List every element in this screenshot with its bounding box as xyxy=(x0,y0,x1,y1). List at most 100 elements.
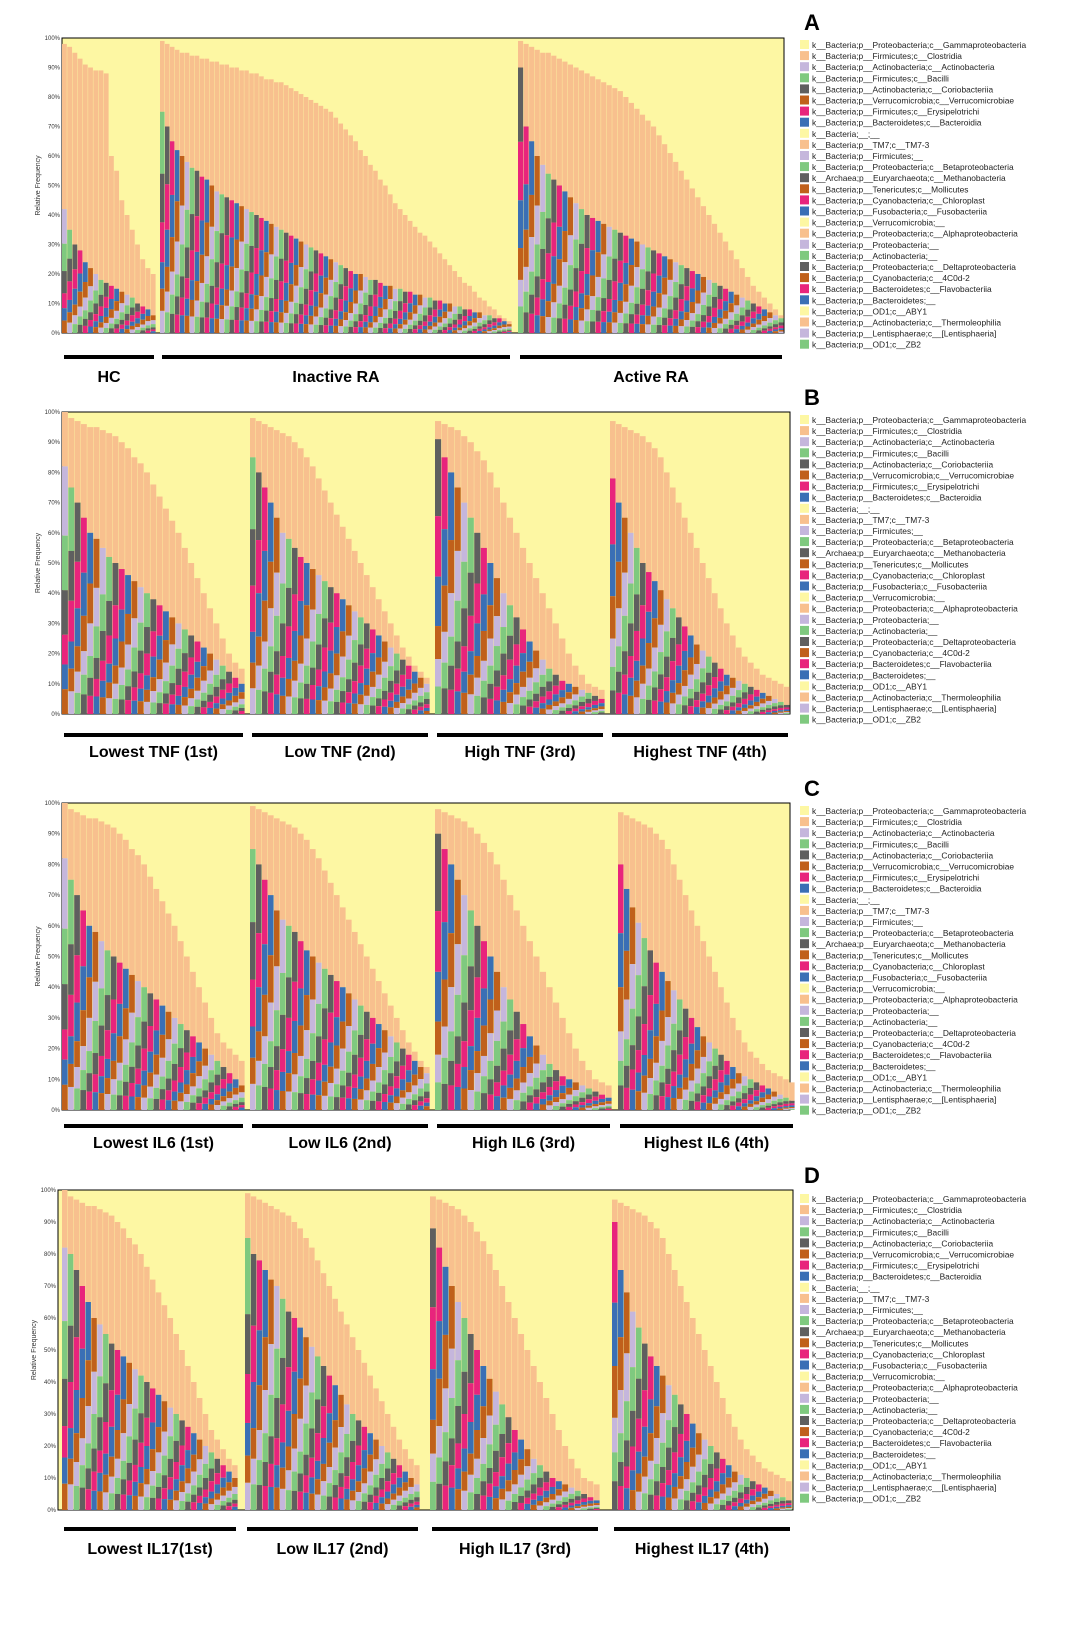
bar-segment xyxy=(474,532,481,584)
bar-segment xyxy=(454,430,461,488)
legend-entry: k__Bacteria;p__Actinobacteria;c__Corioba… xyxy=(812,459,993,469)
bar-segment xyxy=(641,986,648,1025)
bar-segment xyxy=(138,1483,144,1497)
bar-segment xyxy=(523,229,529,267)
bar-segment xyxy=(310,1094,316,1110)
bar-segment xyxy=(772,327,779,330)
bar-segment xyxy=(74,1067,80,1089)
bar-segment xyxy=(396,1465,403,1478)
bar-segment xyxy=(340,631,346,657)
bar-segment xyxy=(123,1064,129,1082)
bar-segment xyxy=(234,268,239,292)
bar-segment xyxy=(393,328,398,333)
bar-segment xyxy=(666,1470,672,1486)
bar-segment xyxy=(418,1079,424,1089)
bar-segment xyxy=(412,1060,418,1075)
bar-segment xyxy=(539,971,547,1055)
bar-segment xyxy=(207,694,214,702)
bar-segment xyxy=(761,316,767,322)
bar-segment xyxy=(430,1307,436,1370)
bar-segment xyxy=(144,593,150,628)
bar-segment xyxy=(529,46,535,142)
bar-segment xyxy=(543,1482,550,1491)
bar-segment xyxy=(656,317,662,326)
bar-segment xyxy=(62,1247,68,1322)
bar-segment xyxy=(268,1067,274,1089)
bar-segment xyxy=(103,73,109,283)
bar-segment xyxy=(137,701,144,714)
bar-segment xyxy=(226,1506,232,1510)
bar-segment xyxy=(262,550,268,601)
bar-segment xyxy=(712,1090,718,1098)
bar-segment xyxy=(718,1070,724,1083)
y-tick-label: 30% xyxy=(48,243,61,249)
bar-segment xyxy=(286,587,292,627)
bar-segment xyxy=(730,1079,736,1089)
bar-segment xyxy=(298,600,304,636)
bar-segment xyxy=(165,913,172,1012)
bar-segment xyxy=(634,287,640,304)
bar-segment xyxy=(108,1493,115,1510)
bar-segment xyxy=(578,209,585,244)
bar-segment xyxy=(520,629,527,654)
bar-segment xyxy=(364,1060,370,1079)
bar-segment xyxy=(694,547,700,645)
bar-segment xyxy=(688,1043,695,1064)
bar-segment xyxy=(288,262,294,285)
bar-segment xyxy=(213,696,220,704)
bar-segment xyxy=(695,290,701,304)
bar-segment xyxy=(204,302,210,318)
bar-segment xyxy=(545,52,551,174)
bar-segment xyxy=(702,1495,708,1503)
bar-segment xyxy=(507,331,512,333)
bar-segment xyxy=(388,692,394,701)
bar-segment xyxy=(179,1501,185,1510)
bar-segment xyxy=(208,1017,215,1055)
bar-segment xyxy=(72,324,78,333)
bar-segment xyxy=(189,167,195,215)
bar-segment xyxy=(518,306,524,333)
bar-segment xyxy=(308,271,314,291)
bar-segment xyxy=(671,1086,677,1099)
bar-segment xyxy=(606,226,612,257)
bar-segment xyxy=(706,215,712,280)
bar-segment xyxy=(334,895,340,982)
bar-segment xyxy=(640,605,646,639)
bar-segment xyxy=(286,1073,292,1092)
bar-segment xyxy=(74,955,80,1003)
bar-segment xyxy=(103,1422,109,1454)
bar-segment xyxy=(642,1215,648,1344)
bar-segment xyxy=(718,1092,724,1099)
bar-segment xyxy=(280,1014,286,1050)
bar-segment xyxy=(574,1500,581,1504)
bar-segment xyxy=(539,593,546,660)
bar-segment xyxy=(150,1497,156,1510)
bar-segment xyxy=(472,330,477,333)
bar-segment xyxy=(79,1202,86,1286)
bar-segment xyxy=(424,1067,430,1074)
y-tick-label: 20% xyxy=(48,272,61,278)
bar-segment xyxy=(400,674,406,687)
bar-segment xyxy=(736,1098,742,1103)
bar-segment xyxy=(651,126,657,251)
bar-segment xyxy=(140,259,146,307)
bar-segment xyxy=(226,1482,232,1491)
bar-segment xyxy=(238,683,245,693)
bar-segment xyxy=(316,669,322,687)
bar-segment xyxy=(706,1076,712,1089)
bar-segment xyxy=(671,864,677,991)
bar-segment xyxy=(256,1385,263,1431)
bar-segment xyxy=(601,311,607,323)
bar-segment xyxy=(316,575,322,614)
bar-segment xyxy=(454,1063,461,1087)
bar-segment xyxy=(578,674,585,690)
bar-segment xyxy=(472,322,477,327)
legend-swatch xyxy=(800,839,809,849)
bar-segment xyxy=(457,306,463,314)
legend-entry: k__Bacteria;p__Firmicutes;c__Bacilli xyxy=(812,839,949,849)
bar-segment xyxy=(612,1222,618,1303)
legend-entry: k__Bacteria;p__Cyanobacteria;c__Chloropl… xyxy=(812,195,985,205)
bar-segment xyxy=(741,1042,748,1077)
bar-segment xyxy=(316,613,322,645)
bar-segment xyxy=(86,1091,93,1110)
